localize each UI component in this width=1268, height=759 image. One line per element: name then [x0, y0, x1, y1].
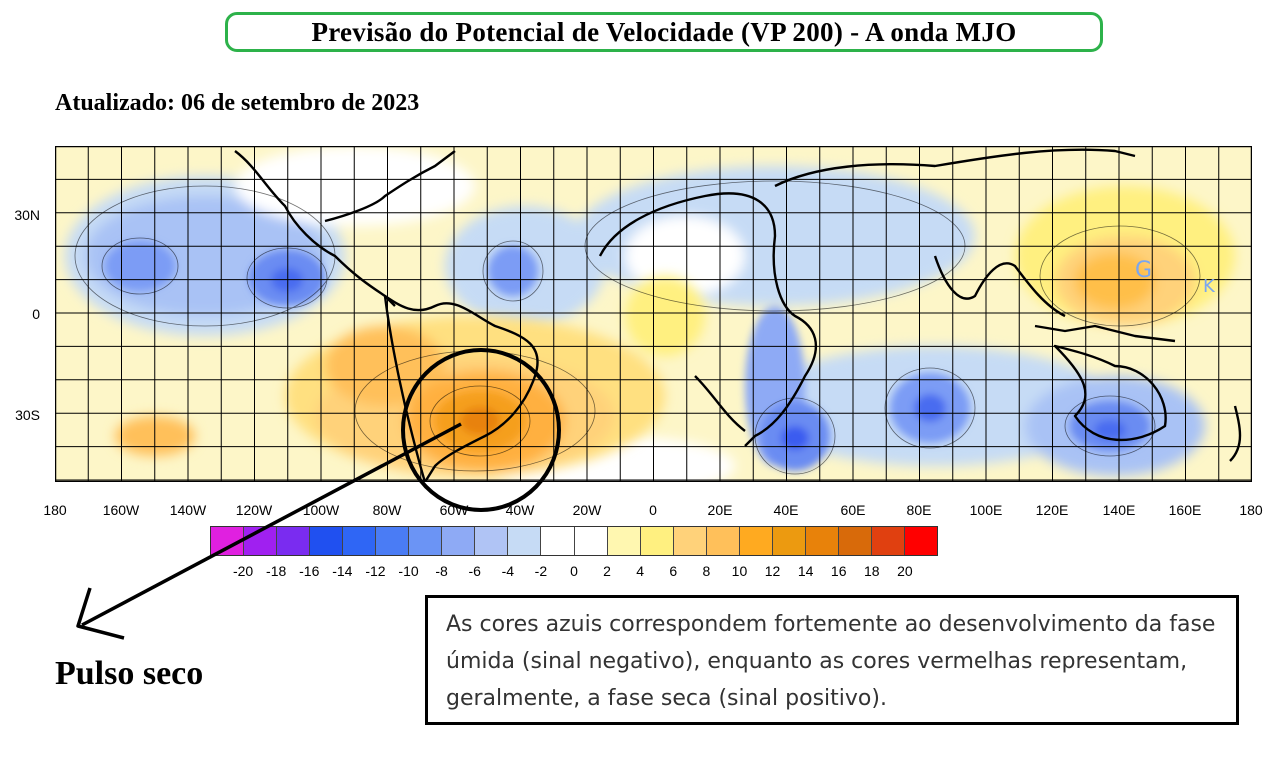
colorbar-label: 4	[636, 563, 645, 579]
lon-label: 80E	[906, 502, 932, 518]
lon-label: 60E	[840, 502, 866, 518]
colorbar-label: 2	[603, 563, 611, 579]
colorbar-swatch	[310, 527, 344, 555]
colorbar-swatch	[673, 527, 707, 555]
field-positive-core	[435, 391, 525, 451]
lon-label: 60W	[439, 502, 469, 518]
lon-label: 40W	[505, 502, 535, 518]
colorbar-swatch	[475, 527, 509, 555]
colorbar-label: -2	[534, 563, 548, 579]
lon-label: 180	[1239, 502, 1263, 518]
info-box: As cores azuis correspondem fortemente a…	[425, 595, 1239, 725]
marker-g: G	[1135, 258, 1152, 283]
colorbar-label: 20	[897, 563, 913, 579]
colorbar-swatch	[541, 527, 575, 555]
colorbar-swatch	[442, 527, 476, 555]
colorbar-swatch	[640, 527, 674, 555]
colorbar-swatch	[904, 527, 938, 555]
colorbar-swatch	[739, 527, 773, 555]
colorbar-swatch	[805, 527, 839, 555]
colorbar-label: 10	[731, 563, 748, 579]
velocity-potential-map: G K	[55, 146, 1252, 482]
pulse-annotation: Pulso seco	[55, 655, 204, 692]
lon-label: 120E	[1035, 502, 1069, 518]
lat-label-30n: 30N	[14, 207, 40, 223]
colorbar-swatch	[871, 527, 905, 555]
lon-label: 0	[649, 502, 657, 518]
colorbar-label: 6	[669, 563, 678, 579]
colorbar-label: -20	[232, 563, 254, 579]
colorbar-swatch	[376, 527, 410, 555]
lon-label: 100W	[302, 502, 340, 518]
map-frame	[55, 146, 1252, 482]
colorbar-swatch	[508, 527, 542, 555]
lon-label: 20W	[572, 502, 602, 518]
lon-label: 160W	[102, 502, 140, 518]
colorbar-swatch	[706, 527, 740, 555]
colorbar-label: 16	[830, 563, 847, 579]
colorbar	[210, 526, 938, 556]
updated-date: Atualizado: 06 de setembro de 2023	[55, 90, 420, 116]
colorbar-label: -16	[299, 563, 320, 579]
colorbar-swatch	[838, 527, 872, 555]
lon-label: 100E	[969, 502, 1003, 518]
colorbar-label: -12	[365, 563, 386, 579]
colorbar-label: -18	[266, 563, 287, 579]
colorbar-swatch	[409, 527, 443, 555]
colorbar-swatch	[244, 527, 278, 555]
colorbar-swatch	[574, 527, 608, 555]
lat-label-0: 0	[32, 306, 40, 322]
colorbar-label: 0	[570, 563, 578, 579]
page-title: Previsão do Potencial de Velocidade (VP …	[311, 16, 1017, 47]
colorbar-label: -4	[501, 563, 515, 579]
colorbar-label: -14	[332, 563, 353, 579]
colorbar-label: 12	[764, 563, 781, 579]
colorbar-swatch	[277, 527, 311, 555]
colorbar-label: 8	[702, 563, 711, 579]
lon-label: 180	[43, 502, 67, 518]
colorbar-label: -10	[398, 563, 419, 579]
lat-label-30s: 30S	[15, 407, 40, 423]
arrow-head	[76, 587, 125, 640]
lon-label: 40E	[773, 502, 799, 518]
lon-label: 20E	[707, 502, 733, 518]
colorbar-label: 18	[864, 563, 880, 579]
lon-label: 140E	[1102, 502, 1136, 518]
title-box: Previsão do Potencial de Velocidade (VP …	[225, 12, 1103, 52]
colorbar-swatch	[607, 527, 641, 555]
colorbar-label: 14	[797, 563, 814, 579]
marker-k: K	[1203, 276, 1216, 297]
colorbar-swatch	[772, 527, 806, 555]
colorbar-swatch	[343, 527, 377, 555]
info-text: As cores azuis correspondem fortemente a…	[446, 612, 1216, 711]
lon-label: 80W	[372, 502, 402, 518]
colorbar-label: -6	[468, 563, 481, 579]
colorbar-swatch	[211, 527, 245, 555]
lon-label: 160E	[1168, 502, 1202, 518]
lon-label: 140W	[169, 502, 207, 518]
colorbar-label: -8	[435, 563, 448, 579]
map-canvas: G K	[55, 146, 1252, 482]
lon-label: 120W	[235, 502, 273, 518]
